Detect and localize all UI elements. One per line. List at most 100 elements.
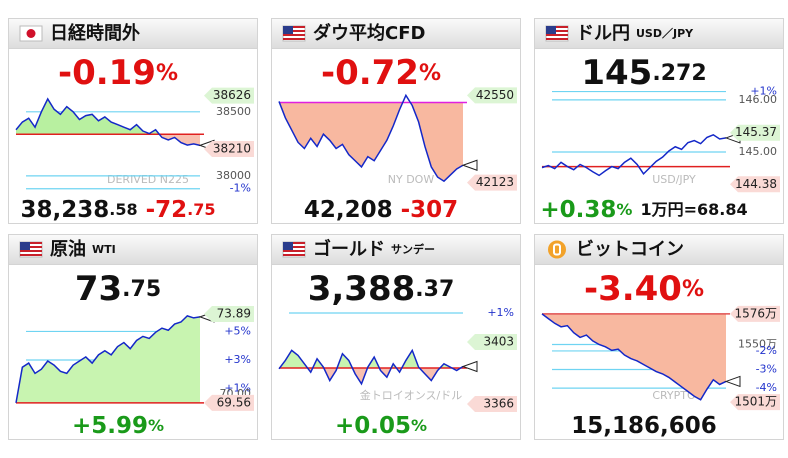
flag-stripe — [283, 254, 305, 256]
foot-part: +5.99 — [72, 413, 148, 439]
headline-part: .37 — [415, 277, 454, 302]
headline: 145.272 — [581, 53, 706, 93]
title-text: 日経時間外 — [50, 22, 140, 44]
flag-stripe — [283, 250, 305, 252]
last-marker — [724, 375, 741, 388]
label-box — [730, 176, 780, 193]
headline-part: .75 — [122, 277, 161, 302]
price-line — [541, 313, 727, 401]
foot-part: +0.05 — [335, 413, 411, 439]
label-text: 1576万 — [734, 306, 777, 320]
label-text: 3366 — [483, 396, 514, 410]
panel: ビットコイン -3.40% 15,186,606 CRYPTO 1576万 1550万-2… — [534, 234, 784, 440]
label-box — [204, 394, 254, 411]
headline-part: .272 — [652, 61, 706, 86]
label-box — [467, 334, 517, 351]
flag-coin — [548, 240, 566, 259]
headline-part: % — [156, 61, 178, 86]
label-text: +5% — [224, 324, 251, 337]
panel-header — [534, 18, 784, 49]
foot-part: % — [616, 200, 632, 219]
area-fill — [16, 98, 200, 135]
watermark: 金トロイオンス/ドル — [360, 388, 463, 402]
flag-stripe — [283, 242, 305, 244]
foot-part: .58 — [109, 200, 137, 219]
label-text: -1% — [230, 182, 251, 195]
flag-stripe — [283, 246, 305, 248]
panel-title: ゴールド サンデー — [313, 238, 435, 260]
headline: -0.72% — [321, 53, 441, 93]
flag-canton — [546, 26, 556, 34]
headline-part: 73 — [75, 269, 122, 309]
headline: -3.40% — [584, 269, 704, 309]
watermark: CRYPTO — [652, 389, 696, 402]
panel-title: ドル円 USD／JPY — [576, 23, 694, 44]
panel-header — [8, 234, 258, 265]
panel-header — [271, 234, 521, 265]
panel-title: 原油 WTI — [50, 238, 116, 260]
panel-header — [534, 234, 784, 265]
foot-part: 15,186,606 — [571, 413, 717, 439]
flag-stripe — [283, 34, 305, 36]
headline-part: -3.40 — [584, 269, 682, 309]
label-text: 1501万 — [734, 395, 777, 409]
foot-part: -307 — [401, 197, 459, 223]
foot: 42,208 -307 — [304, 197, 458, 223]
foot-part: % — [411, 416, 427, 435]
foot-part: -72 — [146, 197, 188, 223]
panel-title: ビットコイン — [576, 239, 684, 260]
foot: +0.38% 1万円=68.84 — [540, 197, 747, 223]
area-fill — [16, 134, 200, 146]
label-box — [204, 140, 254, 157]
label-text: 1550万 — [738, 337, 777, 350]
flag-stripe — [20, 242, 42, 244]
label-box — [204, 87, 254, 104]
label-text: -2% — [756, 344, 777, 357]
label-text: +1% — [224, 382, 251, 395]
price-line — [15, 315, 201, 404]
label-text: 69.56 — [217, 395, 251, 409]
subtitle-text: WTI — [92, 243, 116, 256]
flag-stripe — [546, 38, 568, 40]
foot-part: .75 — [187, 200, 215, 219]
flag-stripe — [283, 26, 305, 28]
label-box — [730, 394, 780, 411]
label-text: +1% — [487, 306, 514, 319]
label-text: +1% — [750, 85, 777, 98]
foot: 15,186,606 — [571, 413, 717, 439]
panel-title: ダウ平均CFD — [313, 22, 425, 44]
title-text: ダウ平均CFD — [313, 22, 425, 44]
headline-part: -0.19 — [58, 53, 156, 93]
foot: 38,238.58 -72.75 — [20, 197, 215, 223]
flag-dot — [26, 29, 36, 38]
headline: 3,388.37 — [308, 269, 455, 309]
flag-canton — [283, 26, 293, 34]
label-box — [730, 305, 780, 322]
flag-coin-mark — [553, 243, 561, 256]
flag-stripe — [283, 30, 305, 32]
label-text: 38626 — [213, 88, 251, 102]
subtitle-text: USD／JPY — [636, 27, 694, 40]
label-box — [730, 124, 780, 141]
price-line — [278, 93, 464, 183]
watermark: NY DOW — [388, 173, 435, 186]
label-text: 146.00 — [739, 93, 778, 106]
area-fill — [542, 313, 726, 400]
flag-stripe — [546, 26, 568, 28]
subtitle-text: サンデー — [391, 242, 435, 256]
last-marker — [461, 159, 478, 171]
label-text: 145.37 — [735, 125, 777, 139]
headline-part: -0.72 — [321, 53, 419, 93]
label-text: 38000 — [216, 169, 251, 182]
label-box — [467, 395, 517, 412]
panel: ゴールド サンデー 3,388.37 +0.05% 金トロイオンス/ドル +1% 3403 3… — [271, 234, 521, 440]
area-fill — [279, 102, 463, 182]
label-box — [467, 87, 517, 104]
price-line — [15, 97, 201, 147]
label-text: 42123 — [476, 175, 514, 189]
flag-stripe — [546, 30, 568, 32]
foot: +5.99% — [72, 413, 164, 439]
foot-part: 38,238 — [20, 197, 109, 223]
last-marker — [461, 360, 478, 373]
